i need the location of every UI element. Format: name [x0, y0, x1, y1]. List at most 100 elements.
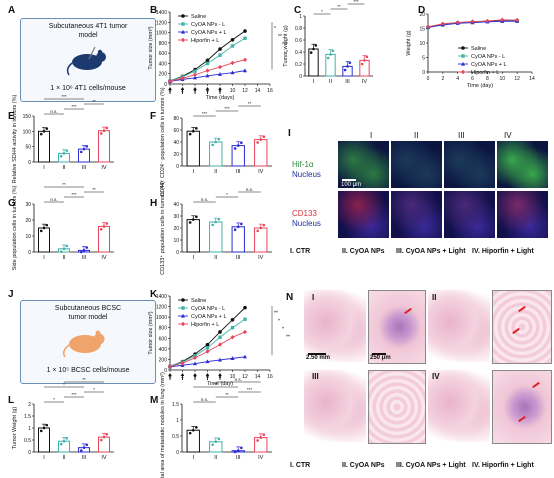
- data-point: [205, 73, 210, 78]
- bar: [254, 139, 268, 167]
- data-point: [79, 150, 83, 154]
- data-point: [485, 18, 490, 24]
- bar: [209, 221, 223, 253]
- legend-marker: [181, 306, 185, 310]
- x-tick-label: II: [214, 455, 218, 461]
- x-tick-label: III: [82, 455, 87, 461]
- x-tick-label: 14: [255, 88, 261, 94]
- data-point: [39, 229, 43, 233]
- x-tick-label: II: [62, 255, 66, 261]
- histo-label-IV: IV: [432, 372, 440, 381]
- bar: [342, 65, 353, 77]
- data-point: [211, 443, 214, 446]
- data-point: [256, 439, 259, 442]
- row1-label: Hif-1α Nucleus: [292, 160, 321, 180]
- hif-image-tile: [497, 141, 548, 188]
- data-point: [188, 221, 192, 224]
- data-point: [243, 317, 247, 321]
- significance-mark: n.s.: [50, 109, 57, 114]
- bar: [254, 227, 268, 253]
- legend-label: CyOA NPs - L: [191, 22, 225, 28]
- mouse-icon: [62, 330, 105, 358]
- row2-label: CD133 Nucleus: [292, 209, 321, 229]
- x-tick-label: I: [43, 165, 45, 171]
- x-tick-label: IV: [362, 79, 368, 85]
- x-tick-label: III: [236, 169, 241, 175]
- data-point: [205, 342, 210, 347]
- x-tick-label: I: [313, 79, 315, 85]
- significance-mark: **: [278, 34, 282, 40]
- y-tick-label: 1000: [156, 31, 167, 37]
- x-axis-label: Time (day): [207, 381, 233, 387]
- data-point: [262, 223, 266, 227]
- data-point: [360, 62, 364, 66]
- y-tick-label: 50: [25, 145, 31, 151]
- data-point: [240, 222, 243, 226]
- data-point: [314, 44, 318, 47]
- data-point: [191, 428, 195, 432]
- data-point: [329, 53, 332, 56]
- hif-image-tile: [338, 141, 389, 188]
- y-tick-label: 800: [159, 326, 168, 332]
- scale-bar-label-um: 250 μm: [370, 355, 391, 361]
- significance-mark: **: [337, 4, 341, 9]
- significance-mark: *: [278, 319, 280, 325]
- legend-footer-item: II. CyOA NPs: [342, 462, 385, 469]
- x-tick-label: I: [192, 455, 194, 461]
- data-point: [230, 317, 235, 322]
- y-axis-label: Relative SDH4 activity in tumors (%): [12, 95, 18, 184]
- data-point: [168, 364, 172, 369]
- significance-mark: n.s.: [201, 397, 208, 402]
- significance-mark: *: [93, 387, 95, 392]
- data-point: [193, 355, 197, 361]
- data-point: [233, 450, 237, 454]
- data-point: [62, 247, 66, 251]
- significance-mark: **: [82, 377, 86, 382]
- data-point: [346, 65, 349, 68]
- data-point: [214, 220, 218, 224]
- significance-mark: *: [274, 26, 276, 32]
- y-axis-label: CD44⁺ CD24⁻ population cells in tumors (…: [159, 87, 166, 196]
- col-header: IV: [504, 131, 512, 140]
- data-point: [236, 225, 240, 229]
- y-tick-label: 1.5: [172, 402, 179, 408]
- data-point: [218, 53, 222, 57]
- data-point: [236, 449, 240, 453]
- y-tick-label: 0: [28, 160, 31, 166]
- bar: [38, 427, 50, 453]
- y-axis-label: Tumor size (mm³): [148, 26, 154, 69]
- legend-footer-item: III. CyOA NPs + Light: [396, 248, 466, 255]
- panel-letter-H: H: [150, 198, 157, 209]
- legend-marker: [181, 313, 185, 318]
- data-point: [65, 437, 69, 440]
- x-tick-label: III: [236, 255, 241, 261]
- y-tick-label: 0: [176, 250, 179, 256]
- x-tick-label: 16: [267, 88, 273, 94]
- y-tick-label: 0.5: [172, 434, 179, 440]
- treatment-arrowhead: [168, 373, 172, 376]
- y-tick-label: 30: [25, 202, 31, 208]
- x-tick-label: IV: [258, 169, 264, 175]
- nucleus-label: Nucleus: [292, 219, 321, 228]
- data-point: [82, 446, 86, 449]
- data-point: [426, 24, 430, 29]
- data-point: [42, 130, 46, 133]
- scale-bar: [372, 353, 386, 355]
- data-point: [243, 36, 247, 40]
- scale-bar-label: 100 μm: [341, 182, 362, 188]
- scale-bar-label-mm: 2.50 mm: [306, 355, 331, 361]
- lung-section-image: [428, 290, 490, 362]
- y-axis-label: Weight (g): [406, 30, 412, 55]
- y-tick-label: 20: [25, 218, 31, 224]
- y-tick-label: 0.6: [295, 38, 302, 44]
- legend-footer-item: I. CTR: [290, 248, 311, 255]
- cd133-image-tile: [444, 191, 495, 238]
- legend-marker: [181, 14, 185, 18]
- data-point: [39, 429, 43, 433]
- legend-label: CyOA NPs + L: [191, 314, 227, 320]
- data-point: [217, 437, 221, 441]
- x-tick-label: II: [214, 169, 218, 175]
- significance-mark: n.s.: [246, 187, 253, 192]
- data-point: [236, 144, 240, 147]
- x-tick-label: III: [82, 165, 87, 171]
